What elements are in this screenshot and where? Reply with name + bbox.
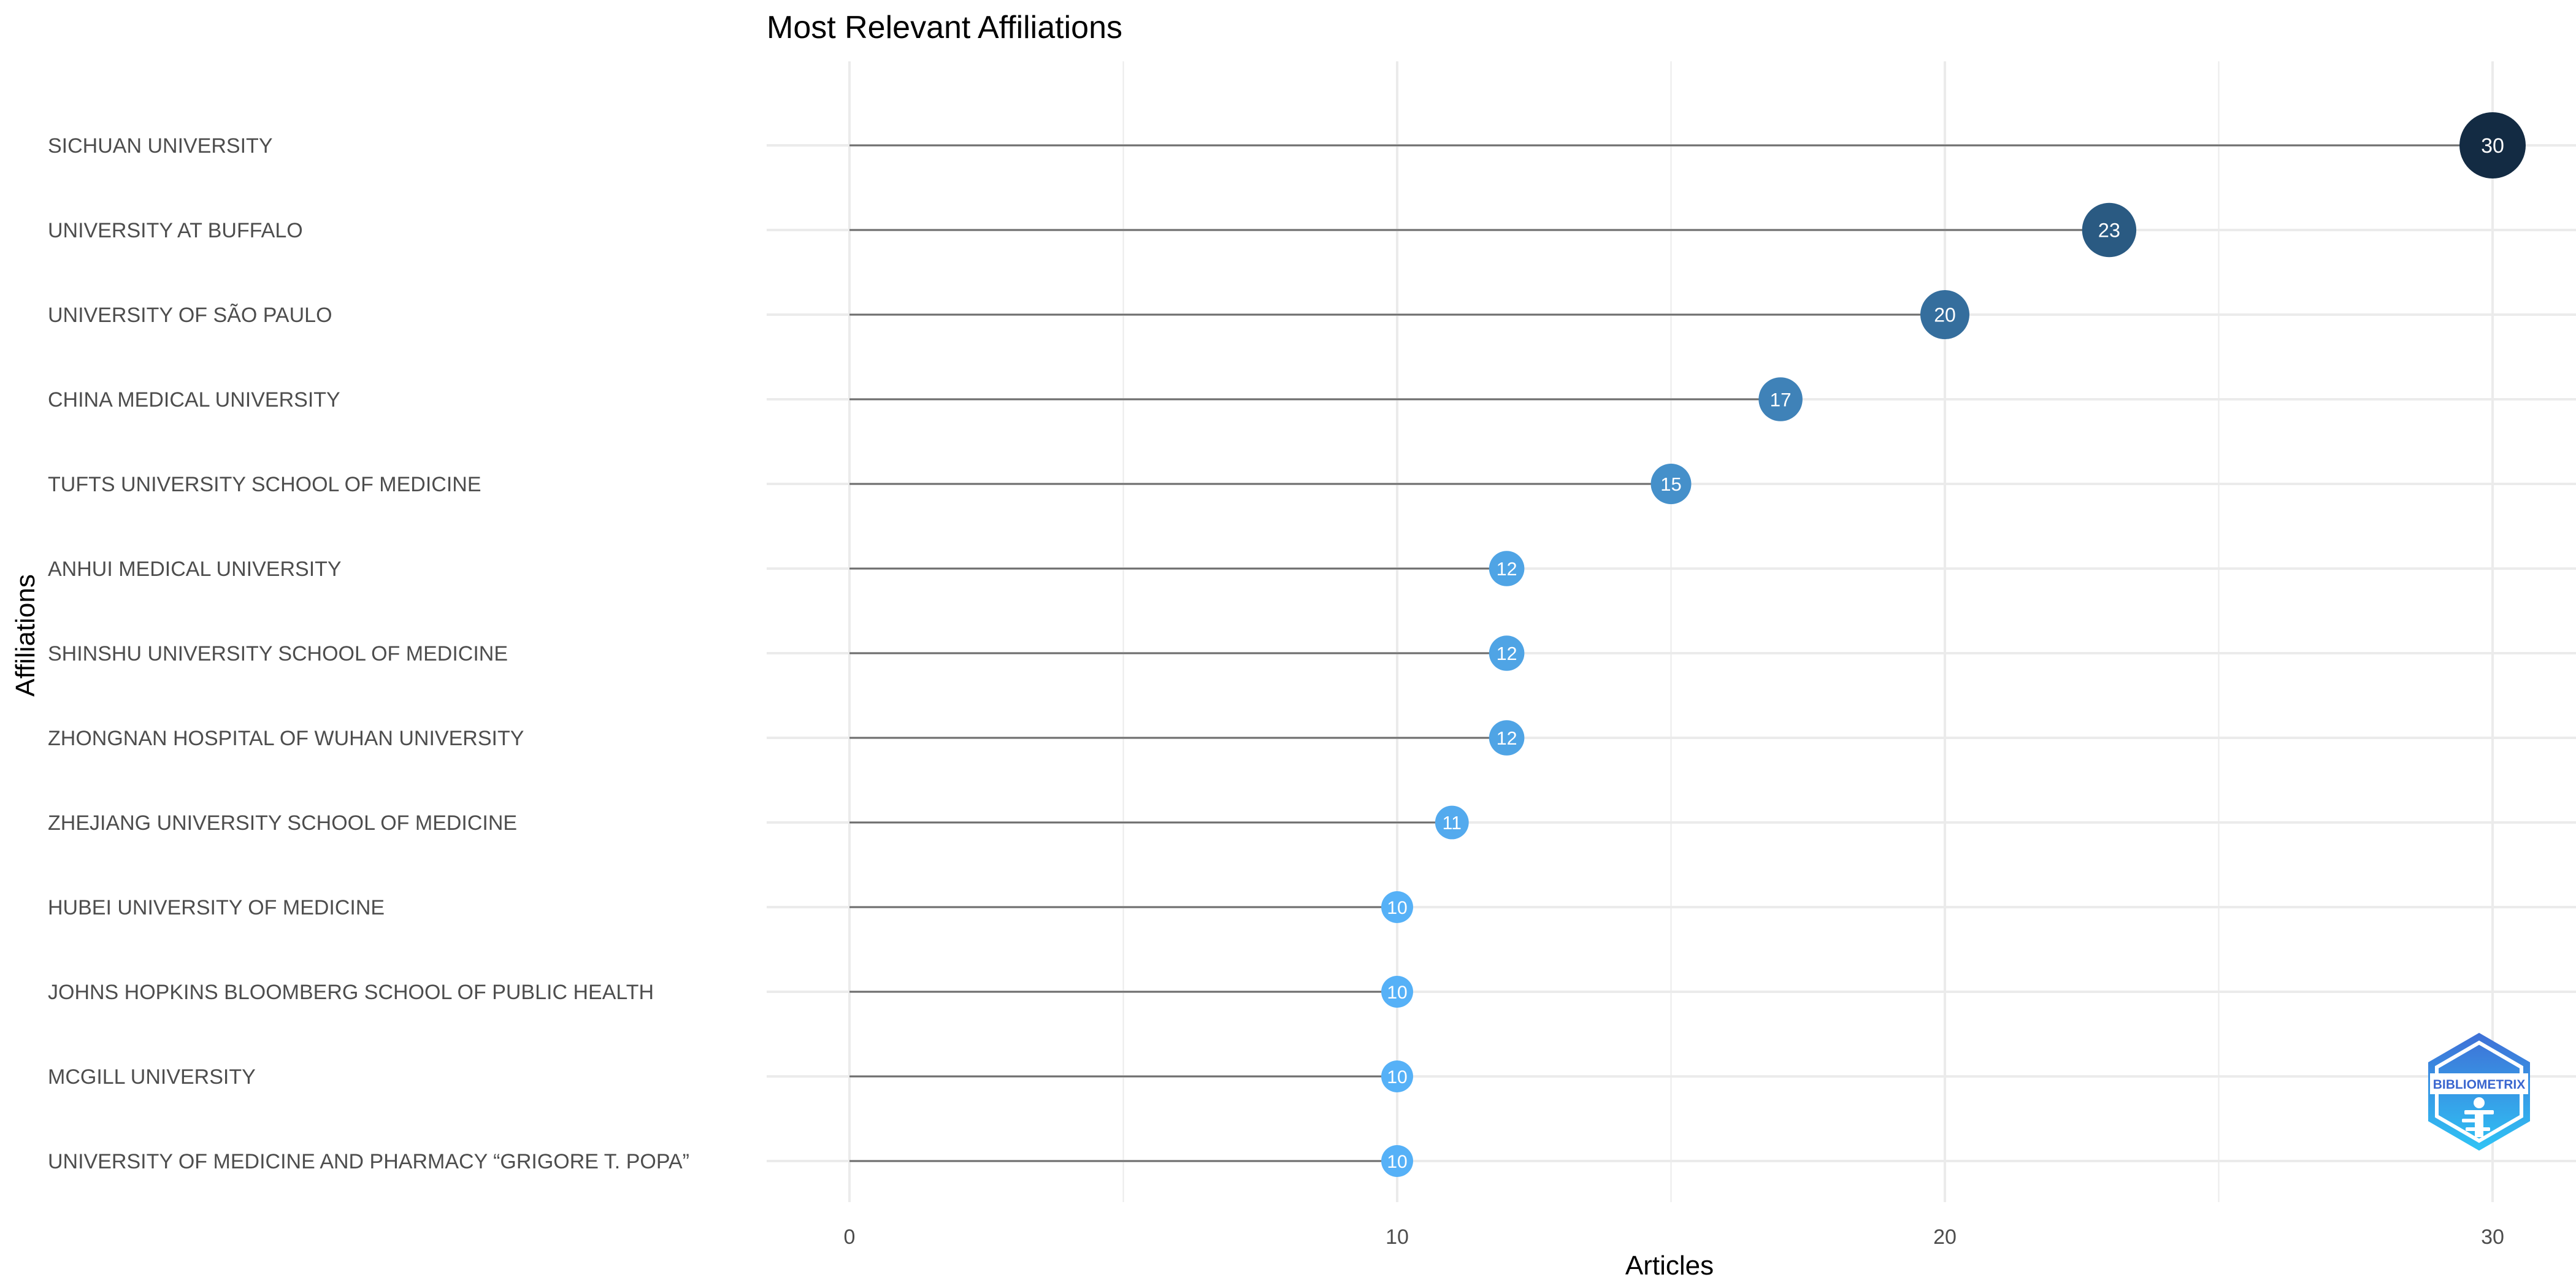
category-label: JOHNS HOPKINS BLOOMBERG SCHOOL OF PUBLIC… [48, 981, 654, 1004]
point-value-label: 17 [1770, 389, 1792, 410]
logo-figure-icon [2462, 1097, 2494, 1137]
lollipop-point [1758, 377, 1803, 421]
point-value-label: 10 [1387, 898, 1407, 918]
lollipop-points: 30 23 20 17 15 12 12 12 11 10 10 10 10 [1381, 112, 2526, 1177]
category-label: TUFTS UNIVERSITY SCHOOL OF MEDICINE [48, 473, 481, 496]
category-labels: SICHUAN UNIVERSITY UNIVERSITY AT BUFFALO U… [48, 134, 689, 1173]
y-axis-title: Affiliations [10, 574, 40, 697]
lollipop-point [1381, 891, 1413, 923]
x-tick-label: 20 [1933, 1225, 1957, 1249]
bibliometrix-logo: BIBLIOMETRIX [2428, 1033, 2530, 1151]
category-label: UNIVERSITY OF SÃO PAULO [48, 304, 332, 327]
lollipop-point [1489, 635, 1525, 671]
point-value-label: 15 [1660, 473, 1681, 495]
category-label: ZHONGNAN HOSPITAL OF WUHAN UNIVERSITY [48, 727, 524, 750]
grid-lines [767, 61, 2576, 1202]
category-label: UNIVERSITY OF MEDICINE AND PHARMACY “GRI… [48, 1150, 689, 1173]
category-label: HUBEI UNIVERSITY OF MEDICINE [48, 896, 385, 919]
point-value-label: 12 [1497, 728, 1517, 749]
lollipop-point [1435, 805, 1469, 840]
point-value-label: 10 [1387, 1152, 1407, 1172]
x-tick-label: 30 [2481, 1225, 2504, 1249]
lollipop-point [1489, 720, 1525, 756]
category-label: ANHUI MEDICAL UNIVERSITY [48, 558, 342, 581]
category-label: CHINA MEDICAL UNIVERSITY [48, 388, 340, 412]
x-tick-label: 0 [844, 1225, 856, 1249]
lollipop-point [2082, 202, 2137, 258]
point-value-label: 10 [1387, 983, 1407, 1003]
x-axis-title: Articles [1625, 1251, 1714, 1281]
point-value-label: 30 [2481, 134, 2504, 158]
chart-title: Most Relevant Affiliations [767, 10, 1122, 45]
point-value-label: 12 [1497, 559, 1517, 580]
category-label: SHINSHU UNIVERSITY SCHOOL OF MEDICINE [48, 642, 508, 665]
lollipop-point [1381, 1145, 1413, 1177]
lollipop-point [1650, 464, 1692, 504]
point-value-label: 12 [1497, 643, 1517, 664]
x-tick-label: 10 [1386, 1225, 1409, 1249]
logo-text: BIBLIOMETRIX [2433, 1078, 2526, 1092]
lollipop-point [1381, 1060, 1413, 1092]
category-label: ZHEJIANG UNIVERSITY SCHOOL OF MEDICINE [48, 811, 517, 835]
lollipop-point [1381, 976, 1413, 1008]
x-tick-labels: 0 10 20 30 [844, 1225, 2504, 1249]
lollipop-point [1489, 551, 1525, 586]
lollipop-point [1920, 290, 1969, 339]
category-label: SICHUAN UNIVERSITY [48, 134, 273, 158]
point-value-label: 11 [1443, 813, 1462, 834]
point-value-label: 23 [2098, 219, 2120, 242]
lollipop-stems [849, 144, 2493, 1162]
category-label: MCGILL UNIVERSITY [48, 1065, 256, 1089]
point-value-label: 10 [1387, 1067, 1407, 1087]
category-label: UNIVERSITY AT BUFFALO [48, 219, 303, 242]
lollipop-point [2459, 112, 2526, 178]
point-value-label: 20 [1934, 304, 1956, 326]
